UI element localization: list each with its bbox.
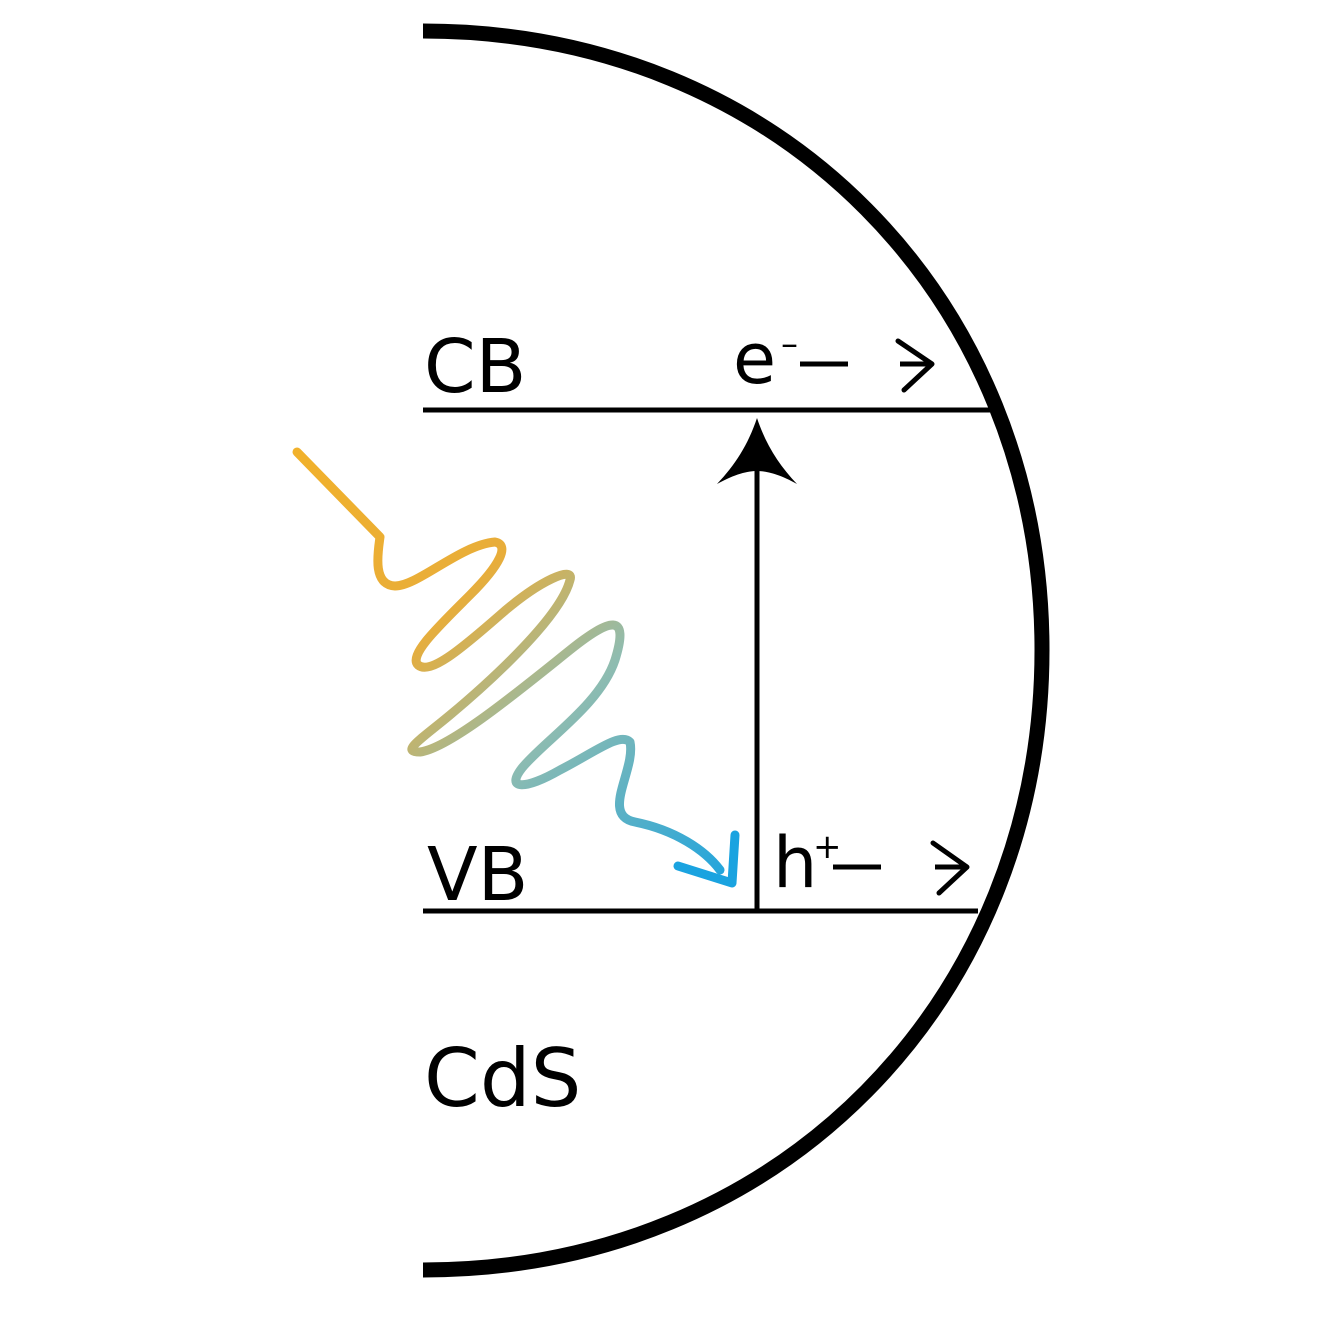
photon-wave — [292, 447, 725, 875]
excitation-arrow — [717, 418, 797, 911]
hole-migration: h + — [773, 822, 970, 904]
electron-symbol: e — [733, 318, 776, 400]
photon-arrowhead — [673, 830, 740, 888]
hole-symbol: h — [773, 822, 817, 904]
hole-arrow-icon — [930, 840, 970, 896]
electron-migration: e – — [733, 318, 935, 400]
electron-arrow-icon — [895, 338, 935, 393]
cb-label: CB — [424, 324, 526, 410]
arrow-head — [717, 418, 797, 484]
particle-boundary — [422, 23, 1050, 1278]
material-label: CdS — [424, 1032, 581, 1125]
photon-icon — [292, 447, 740, 888]
electron-charge: – — [781, 324, 798, 364]
hole-charge: + — [813, 827, 842, 867]
vb-label: VB — [427, 832, 528, 918]
